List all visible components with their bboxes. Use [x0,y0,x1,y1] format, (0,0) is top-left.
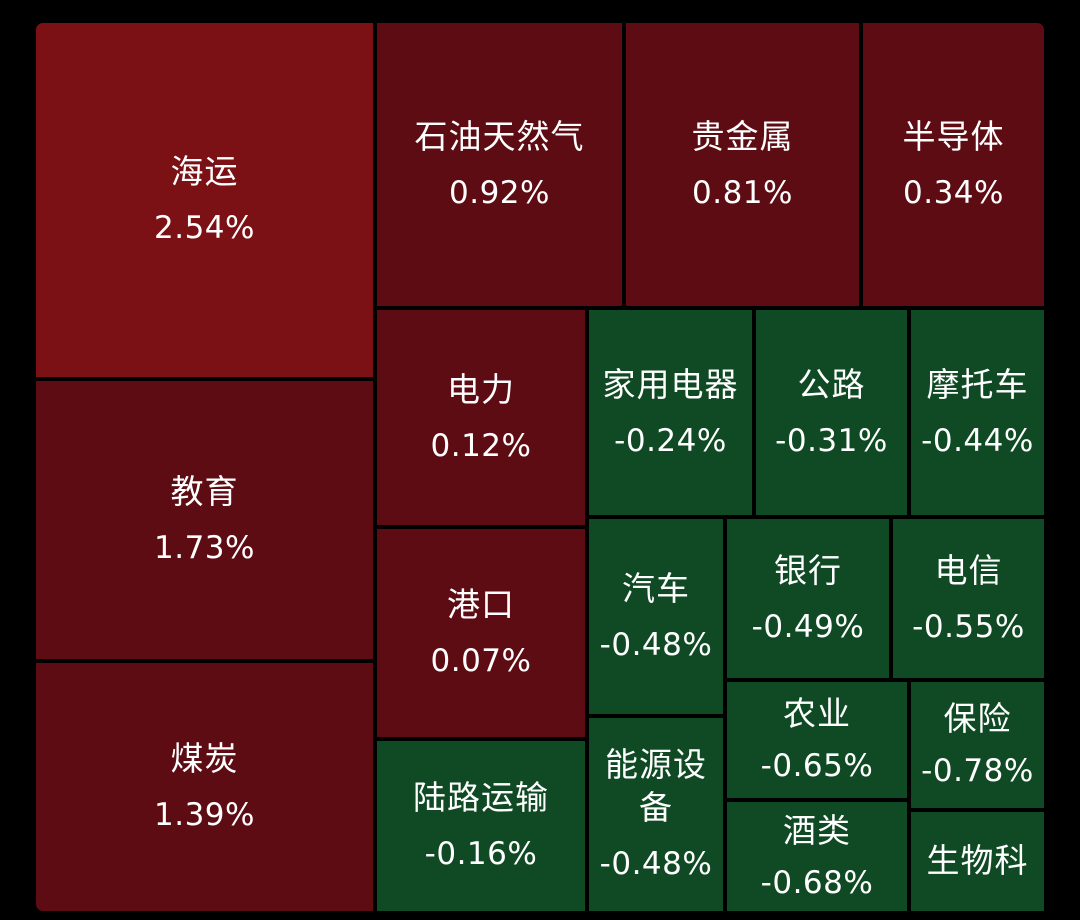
tile-change: 0.07% [430,643,532,680]
tile-label: 家用电器 [602,364,739,404]
tile-change: 0.81% [692,174,793,211]
tile-telecom[interactable]: 电信 -0.55% [892,518,1045,679]
tile-label: 公路 [797,364,866,404]
tile-label: 电力 [447,369,515,409]
tile-change: -0.24% [614,422,727,459]
tile-port[interactable]: 港口 0.07% [376,528,586,738]
tile-label: 保险 [943,699,1012,739]
tile-land-transport[interactable]: 陆路运输 -0.16% [376,740,586,912]
tile-change: 1.73% [154,530,255,567]
tile-label: 汽车 [622,568,690,608]
tile-home-appliance[interactable]: 家用电器 -0.24% [588,309,753,516]
tile-label: 贵金属 [691,116,794,156]
tile-change: -0.48% [599,626,713,663]
tile-label: 煤炭 [170,739,239,779]
tile-coal[interactable]: 煤炭 1.39% [35,662,374,912]
tile-change: 1.39% [154,797,255,834]
tile-liquor[interactable]: 酒类 -0.68% [726,801,908,912]
tile-change: 0.34% [903,174,1004,211]
tile-label: 农业 [783,694,851,734]
tile-biotech[interactable]: 生物科 [910,811,1045,912]
tile-label: 陆路运输 [413,778,549,818]
tile-energy-equipment[interactable]: 能源设备 -0.48% [588,717,724,912]
tile-semiconductor[interactable]: 半导体 0.34% [862,22,1045,307]
tile-change: -0.65% [760,748,874,785]
tile-change: -0.68% [760,864,874,901]
tile-change: 2.54% [154,210,255,247]
tile-label: 银行 [774,550,842,590]
tile-label: 能源设备 [605,745,707,828]
tile-shipping[interactable]: 海运 2.54% [35,22,374,378]
tile-auto[interactable]: 汽车 -0.48% [588,518,724,715]
tile-label: 生物科 [926,841,1029,881]
tile-label: 电信 [934,550,1003,590]
tile-label: 海运 [170,152,239,192]
tile-precious-metals[interactable]: 贵金属 0.81% [625,22,860,307]
tile-agriculture[interactable]: 农业 -0.65% [726,681,908,799]
tile-label: 半导体 [902,116,1005,156]
tile-bank[interactable]: 银行 -0.49% [726,518,890,679]
tile-change: -0.31% [775,422,888,459]
tile-change: 0.12% [430,427,532,464]
tile-change: -0.48% [599,846,713,883]
tile-insurance[interactable]: 保险 -0.78% [910,681,1045,809]
tile-motorcycle[interactable]: 摩托车 -0.44% [910,309,1045,516]
tile-power[interactable]: 电力 0.12% [376,309,586,526]
tile-label: 摩托车 [926,364,1029,404]
tile-education[interactable]: 教育 1.73% [35,380,374,660]
tile-highway[interactable]: 公路 -0.31% [755,309,908,516]
tile-change: -0.55% [912,608,1025,645]
tile-oil-gas[interactable]: 石油天然气 0.92% [376,22,623,307]
tile-change: -0.49% [751,608,865,645]
tile-label: 石油天然气 [414,116,585,156]
tile-label: 酒类 [783,810,851,850]
tile-change: -0.44% [921,422,1034,459]
tile-change: 0.92% [449,174,550,211]
tile-label: 教育 [170,472,239,512]
tile-label: 港口 [447,585,515,625]
tile-change: -0.78% [921,753,1034,790]
tile-change: -0.16% [424,836,538,873]
